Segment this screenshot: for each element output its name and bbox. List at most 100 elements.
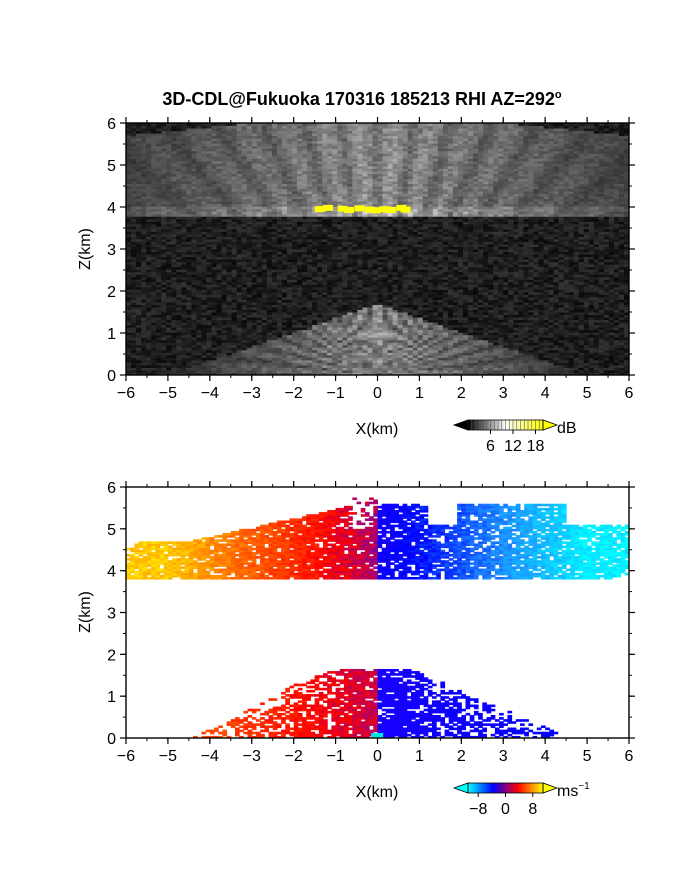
echo-cell xyxy=(463,359,469,363)
noise-cell xyxy=(533,299,539,303)
noise-cell xyxy=(377,284,384,288)
noise-cell xyxy=(231,309,238,313)
noise-cell xyxy=(533,337,539,341)
noise-cell xyxy=(618,347,625,351)
noise-cell xyxy=(141,347,147,351)
noise-cell xyxy=(598,367,605,371)
noise-cell xyxy=(181,332,187,336)
echo-cell xyxy=(432,359,439,363)
noise-cell xyxy=(457,279,464,283)
noise-cell xyxy=(266,291,273,295)
noise-cell xyxy=(216,319,223,323)
noise-cell xyxy=(156,276,162,280)
noise-cell xyxy=(161,299,167,303)
noise-cell xyxy=(543,339,550,343)
noise-cell xyxy=(583,286,590,290)
noise-cell xyxy=(186,354,192,358)
noise-cell xyxy=(131,306,137,310)
noise-cell xyxy=(558,354,565,358)
echo-cell xyxy=(417,339,424,343)
echo-cell xyxy=(211,364,218,368)
echo-cell xyxy=(523,372,529,376)
echo-cell xyxy=(297,364,303,368)
echo-cell xyxy=(357,332,363,336)
noise-cell xyxy=(508,347,514,351)
noise-cell xyxy=(246,291,253,295)
echo-cell xyxy=(518,369,524,373)
noise-cell xyxy=(256,319,263,323)
noise-cell xyxy=(553,286,560,290)
echo-cell xyxy=(402,322,409,326)
echo-cell xyxy=(362,354,368,358)
echo-cell xyxy=(377,329,384,333)
noise-cell xyxy=(271,337,278,341)
echo-cell xyxy=(432,367,439,371)
noise-cell xyxy=(468,286,474,290)
noise-cell xyxy=(533,314,539,318)
noise-cell xyxy=(151,359,157,363)
noise-cell xyxy=(322,319,328,323)
noise-cell xyxy=(563,329,570,333)
echo-cell xyxy=(251,357,258,361)
noise-cell xyxy=(508,324,514,328)
echo-cell xyxy=(322,332,328,336)
echo-cell xyxy=(382,347,389,351)
echo-cell xyxy=(387,369,394,373)
noise-cell xyxy=(236,291,243,295)
noise-cell xyxy=(523,289,529,293)
noise-cell xyxy=(598,317,605,321)
echo-cell xyxy=(342,329,348,333)
echo-cell xyxy=(216,372,223,376)
noise-cell xyxy=(498,301,504,305)
noise-cell xyxy=(171,276,177,280)
noise-cell xyxy=(397,291,404,295)
noise-cell xyxy=(271,296,278,300)
noise-cell xyxy=(216,312,223,316)
echo-cell xyxy=(533,364,539,368)
noise-cell xyxy=(548,337,555,341)
noise-cell xyxy=(503,306,509,310)
noise-cell xyxy=(407,299,414,303)
noise-cell xyxy=(126,279,132,283)
noise-cell xyxy=(457,319,464,323)
noise-cell xyxy=(297,291,303,295)
noise-cell xyxy=(241,317,248,321)
echo-cell xyxy=(266,352,273,356)
noise-cell xyxy=(191,306,197,310)
echo-cell xyxy=(437,362,444,366)
noise-cell xyxy=(372,284,378,288)
noise-cell xyxy=(618,317,625,321)
echo-cell xyxy=(523,367,529,371)
noise-cell xyxy=(548,317,555,321)
echo-cell xyxy=(281,354,288,358)
noise-cell xyxy=(473,319,479,323)
noise-cell xyxy=(156,347,162,351)
noise-cell xyxy=(493,281,499,285)
noise-cell xyxy=(261,314,268,318)
noise-cell xyxy=(463,309,469,313)
noise-cell xyxy=(508,314,514,318)
noise-cell xyxy=(347,286,353,290)
echo-cell xyxy=(402,364,409,368)
noise-cell xyxy=(578,369,585,373)
noise-cell xyxy=(417,281,424,285)
noise-cell xyxy=(583,369,590,373)
noise-cell xyxy=(126,312,132,316)
noise-cell xyxy=(613,334,620,338)
noise-cell xyxy=(281,327,288,331)
noise-cell xyxy=(593,344,600,348)
echo-cell xyxy=(412,322,419,326)
echo-cell xyxy=(402,354,409,358)
noise-cell xyxy=(543,352,550,356)
noise-cell xyxy=(548,304,555,308)
echo-cell xyxy=(457,359,464,363)
echo-cell xyxy=(397,324,404,328)
echo-cell xyxy=(463,334,469,338)
noise-cell xyxy=(523,329,529,333)
noise-cell xyxy=(352,296,358,300)
noise-cell xyxy=(136,319,142,323)
noise-cell xyxy=(548,289,555,293)
noise-cell xyxy=(256,329,263,333)
echo-cell xyxy=(483,344,489,348)
noise-cell xyxy=(161,306,167,310)
